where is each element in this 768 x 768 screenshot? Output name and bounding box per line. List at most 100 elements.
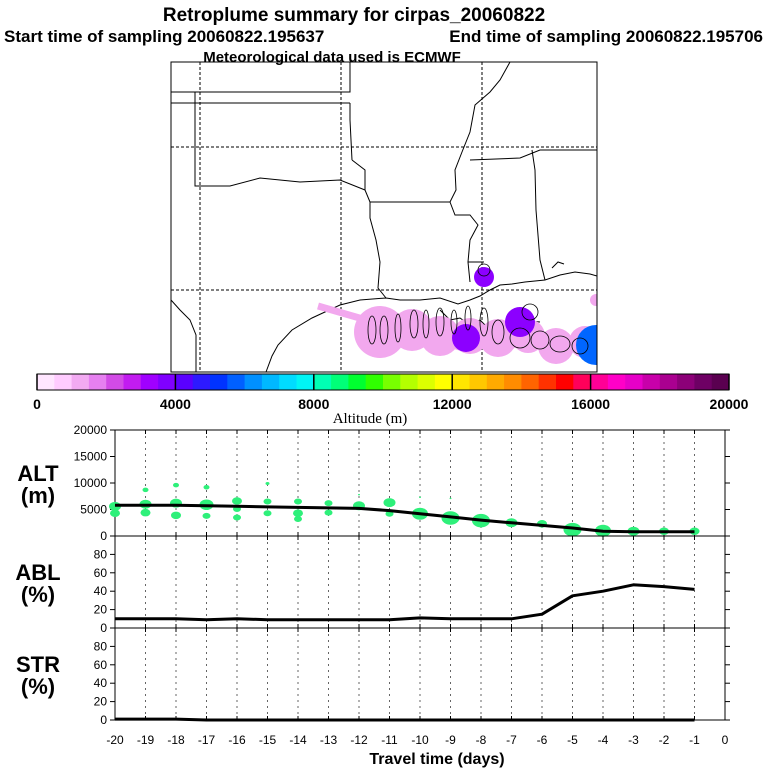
y-tick-label: 0 xyxy=(100,529,107,543)
colorbar-tick-label: 12000 xyxy=(433,396,472,412)
x-tick-label: -14 xyxy=(289,733,307,747)
panel-alt: 0 5000 10000 15000 20000 ALT(m) xyxy=(17,423,730,543)
y-tick-label: 0 xyxy=(100,713,107,727)
colorbar-swatch xyxy=(573,374,592,390)
y-tick-label: 10000 xyxy=(74,476,108,490)
plume-circle xyxy=(505,307,535,337)
x-tick-label: 0 xyxy=(722,733,729,747)
map-frame xyxy=(170,61,598,373)
colorbar-swatch xyxy=(313,374,332,390)
cluster-point xyxy=(232,497,242,505)
y-tick-label: 60 xyxy=(94,658,108,672)
x-tick-label: -9 xyxy=(445,733,456,747)
x-tick-label: -13 xyxy=(320,733,338,747)
y-tick-label: 0 xyxy=(100,621,107,635)
panel-label-unit: (%) xyxy=(21,674,55,699)
panel-label-name: ALT xyxy=(17,461,59,486)
colorbar-swatch xyxy=(538,374,557,390)
x-tick-label: -20 xyxy=(106,733,124,747)
cluster-point xyxy=(294,516,302,523)
x-tick-label: -7 xyxy=(506,733,517,747)
x-tick-label: -8 xyxy=(476,733,487,747)
colorbar-swatch xyxy=(37,374,55,390)
end-time-label: End time of sampling 20060822.195706 xyxy=(449,27,763,46)
panel-str: 0 20 40 60 80 STR(%) xyxy=(16,627,730,727)
colorbar-swatch xyxy=(192,374,211,390)
plume-circle xyxy=(590,294,597,306)
cluster-point xyxy=(265,482,270,486)
x-tick-label: -6 xyxy=(537,733,548,747)
colorbar-tick-label: 4000 xyxy=(160,396,191,412)
colorbar-swatch xyxy=(556,374,574,390)
panel-label-name: ABL xyxy=(15,560,60,585)
cluster-point xyxy=(202,512,211,519)
colorbar-swatch xyxy=(106,374,124,390)
colorbar-swatch xyxy=(625,374,643,390)
colorbar-swatch xyxy=(140,374,159,390)
altitude-colorbar xyxy=(36,373,730,391)
x-tick-label: -1 xyxy=(689,733,700,747)
x-tick-label: -4 xyxy=(598,733,609,747)
colorbar-swatch xyxy=(521,374,540,390)
cluster-point xyxy=(324,500,333,507)
timeseries-panels: 05000100001500020000ALT(m)020406080ABL(%… xyxy=(15,423,730,727)
y-tick-label: 40 xyxy=(94,584,108,598)
cluster-point xyxy=(263,498,272,505)
colorbar-swatch xyxy=(417,374,436,390)
y-tick-label: 20000 xyxy=(74,423,108,437)
colorbar-tick-label: 8000 xyxy=(298,396,329,412)
panel-label-unit: (%) xyxy=(21,582,55,607)
y-tick-label: 20 xyxy=(94,695,108,709)
y-tick-label: 60 xyxy=(94,566,108,580)
x-axis-title: Travel time (days) xyxy=(369,751,504,768)
colorbar-swatch xyxy=(227,374,246,390)
cluster-point xyxy=(358,493,360,496)
cluster-point xyxy=(419,496,421,499)
colorbar-tick-label: 16000 xyxy=(571,396,610,412)
x-tick-label: -2 xyxy=(659,733,670,747)
colorbar-swatch xyxy=(158,374,176,390)
map-gridlines xyxy=(171,62,597,372)
x-tick-label: -12 xyxy=(350,733,368,747)
colorbar-swatch xyxy=(434,374,453,390)
series-line xyxy=(115,583,695,622)
cluster-point xyxy=(173,482,179,488)
colorbar-swatch xyxy=(590,374,609,390)
colorbar-swatch xyxy=(71,374,90,390)
x-tick-label: -11 xyxy=(381,733,398,747)
colorbar-swatch xyxy=(452,374,470,390)
x-axis-tick-labels: -20 -19 -18 -17 -16 -15 -14 -13 -12 -11 -10 -9 -8 -7-… xyxy=(106,733,728,747)
panel-abl: 0 20 40 60 80 ABL(%) xyxy=(15,535,730,635)
series-line xyxy=(115,717,695,722)
colorbar-swatch xyxy=(175,374,194,390)
cluster-point xyxy=(294,498,302,505)
colorbar-swatch xyxy=(469,374,488,390)
met-data-label: Meteorological data used is ECMWF xyxy=(203,49,461,66)
cluster-point xyxy=(203,484,210,490)
plume-circles xyxy=(317,263,597,365)
map-panel xyxy=(170,61,598,373)
y-tick-label: 5000 xyxy=(80,503,107,517)
cluster-point xyxy=(110,509,120,517)
cluster-point xyxy=(293,509,303,517)
x-tick-label: -10 xyxy=(411,733,429,747)
y-tick-label: 40 xyxy=(94,676,108,690)
colorbar-swatch xyxy=(123,374,142,390)
start-time-label: Start time of sampling 20060822.195637 xyxy=(4,27,324,46)
colorbar-swatch xyxy=(677,374,695,390)
x-tick-label: -19 xyxy=(137,733,155,747)
colorbar-swatch xyxy=(711,374,730,390)
colorbar-swatch xyxy=(348,374,367,390)
colorbar-swatch xyxy=(365,374,384,390)
cluster-point xyxy=(263,510,272,517)
cluster-point xyxy=(142,487,149,493)
colorbar-tick-label: 0 xyxy=(33,396,41,412)
plume-circle xyxy=(576,325,597,365)
state-boundaries xyxy=(171,62,597,372)
panel-label-unit: (m) xyxy=(21,483,55,508)
colorbar-tick-label: 20000 xyxy=(710,396,749,412)
y-tick-label: 80 xyxy=(94,547,108,561)
colorbar-tick-labels: 0 4000 8000 12000 16000 20000 xyxy=(33,396,749,412)
colorbar-swatch xyxy=(486,374,505,390)
